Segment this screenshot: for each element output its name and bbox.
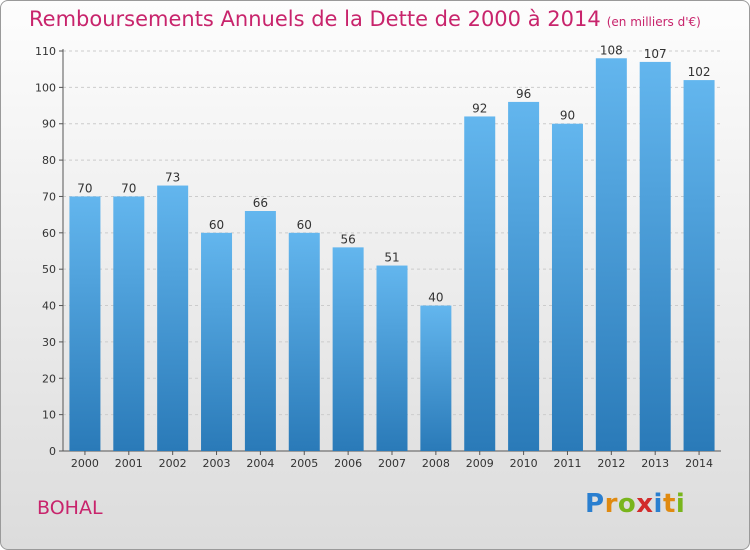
bar (289, 233, 320, 451)
data-label: 90 (560, 109, 575, 123)
data-label: 92 (472, 101, 487, 115)
y-tick-label: 100 (35, 81, 56, 94)
x-tick-label: 2001 (115, 457, 143, 470)
data-label: 102 (688, 65, 711, 79)
data-label: 70 (77, 181, 92, 195)
x-tick-label: 2002 (159, 457, 187, 470)
data-label: 96 (516, 87, 531, 101)
y-tick-label: 30 (42, 336, 56, 349)
x-tick-label: 2003 (203, 457, 231, 470)
y-tick-label: 0 (49, 445, 56, 458)
data-label: 40 (428, 291, 443, 305)
data-label: 56 (340, 232, 355, 246)
y-tick-label: 80 (42, 154, 56, 167)
y-tick-label: 10 (42, 409, 56, 422)
data-label: 108 (600, 43, 623, 57)
x-tick-label: 2006 (334, 457, 362, 470)
chart-frame: Remboursements Annuels de la Dette de 20… (0, 0, 750, 550)
bar (377, 266, 408, 451)
x-tick-label: 2014 (685, 457, 713, 470)
logo-letter: x (636, 489, 653, 519)
bar (201, 233, 232, 451)
x-tick-label: 2010 (510, 457, 538, 470)
bar (684, 80, 715, 451)
bar (113, 196, 144, 451)
x-tick-label: 2011 (553, 457, 581, 470)
bar (69, 196, 100, 451)
x-tick-label: 2007 (378, 457, 406, 470)
data-label: 107 (644, 47, 667, 61)
bar (464, 116, 495, 451)
x-tick-label: 2005 (290, 457, 318, 470)
data-label: 70 (121, 181, 136, 195)
logo-letter: i (654, 489, 663, 519)
data-label: 66 (253, 196, 268, 210)
y-tick-label: 40 (42, 300, 56, 313)
logo-letter: P (585, 489, 605, 519)
bar (552, 124, 583, 451)
bar (333, 247, 364, 451)
data-label: 60 (209, 218, 224, 232)
x-tick-label: 2000 (71, 457, 99, 470)
y-tick-label: 70 (42, 190, 56, 203)
commune-name: BOHAL (37, 497, 103, 519)
proxiti-logo: Proxiti (585, 489, 685, 519)
x-tick-label: 2013 (641, 457, 669, 470)
y-tick-label: 90 (42, 118, 56, 131)
y-tick-label: 110 (35, 45, 56, 58)
bar (157, 186, 188, 451)
logo-letter: t (663, 489, 676, 519)
bar-chart: 70 70 73 60 66 60 56 51 40 92 96 90 108 107 102 0 10 20 3… (1, 1, 750, 550)
logo-letter: r (605, 489, 618, 519)
y-tick-label: 60 (42, 227, 56, 240)
x-tick-label: 2012 (597, 457, 625, 470)
y-tick-label: 20 (42, 372, 56, 385)
logo-letter: o (618, 489, 636, 519)
bar (508, 102, 539, 451)
bar (640, 62, 671, 451)
x-tick-label: 2008 (422, 457, 450, 470)
bar (420, 306, 451, 451)
data-label: 51 (384, 251, 399, 265)
logo-letter: i (676, 489, 685, 519)
x-tick-label: 2004 (246, 457, 274, 470)
data-label: 60 (297, 218, 312, 232)
data-label: 73 (165, 171, 180, 185)
y-tick-label: 50 (42, 263, 56, 276)
bar (245, 211, 276, 451)
bar (596, 58, 627, 451)
x-tick-label: 2009 (466, 457, 494, 470)
